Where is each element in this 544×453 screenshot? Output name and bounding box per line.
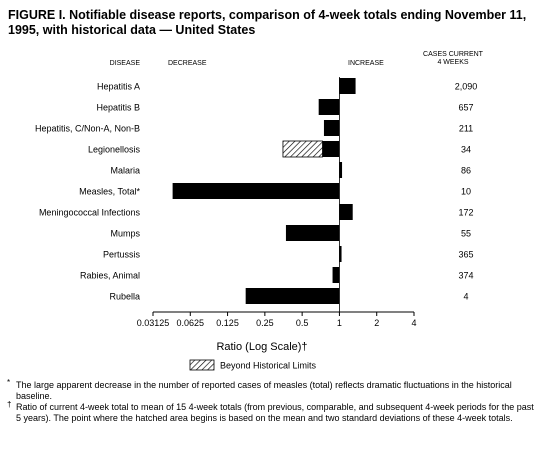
disease-label: Hepatitis A (97, 82, 140, 92)
header-decrease: DECREASE (168, 60, 207, 67)
footnotes: * The large apparent decrease in the numb… (7, 378, 535, 424)
x-axis-label: Ratio (Log Scale)† (216, 341, 307, 353)
disease-label: Hepatitis B (96, 103, 140, 113)
legend-label: Beyond Historical Limits (220, 361, 317, 371)
footnote-measles: * The large apparent decrease in the numb… (7, 378, 535, 402)
cases-value: 55 (461, 229, 471, 239)
cases-value: 4 (463, 292, 468, 302)
bar (285, 225, 340, 241)
disease-label: Pertussis (103, 250, 141, 260)
x-tick-label: 0.0625 (177, 318, 205, 328)
x-tick-label: 4 (411, 318, 416, 328)
bar-hatched-segment (282, 140, 323, 158)
cases-value: 657 (458, 103, 473, 113)
bar (339, 204, 353, 220)
bar (172, 183, 340, 199)
disease-label: Rabies, Animal (80, 271, 140, 281)
disease-label: Malaria (110, 166, 140, 176)
cases-value: 374 (458, 271, 473, 281)
x-tick-label: 2 (374, 318, 379, 328)
x-axis: 0.03125 0.0625 0.125 0.25 0.5 1 2 4 (137, 77, 417, 328)
bar (318, 99, 340, 115)
cases-value: 86 (461, 166, 471, 176)
footnote-text: The large apparent decrease in the numbe… (16, 380, 512, 401)
x-tick-label: 0.5 (296, 318, 309, 328)
figure-title: FIGURE I. Notifiable disease reports, co… (8, 8, 527, 37)
cases-value: 172 (458, 208, 473, 218)
disease-label: Meningococcal Infections (39, 208, 141, 218)
header-cases: CASES CURRENT 4 WEEKS (423, 51, 484, 66)
bar (332, 267, 340, 283)
disease-label: Hepatitis, C/Non-A, Non-B (35, 124, 140, 134)
footnote-marker: † (7, 400, 12, 409)
header-disease: DISEASE (110, 60, 141, 67)
legend-hatch-swatch (189, 359, 215, 371)
bar (323, 120, 340, 136)
footnote-text: Ratio of current 4-week total to mean of… (16, 402, 534, 423)
x-tick-label: 1 (337, 318, 342, 328)
x-tick-label: 0.03125 (137, 318, 170, 328)
cases-value: 10 (461, 187, 471, 197)
cases-value: 34 (461, 145, 471, 155)
disease-label: Mumps (110, 229, 140, 239)
ratio-bar-chart: DISEASE DECREASE INCREASE CASES CURRENT 4… (35, 51, 484, 371)
bar (245, 288, 340, 304)
bar-solid-segment (322, 141, 340, 157)
disease-label: Measles, Total* (79, 187, 140, 197)
footnote-ratio: † Ratio of current 4-week total to mean o… (7, 400, 535, 424)
footnote-marker: * (7, 378, 11, 387)
bar (339, 162, 343, 178)
cases-value: 211 (459, 124, 473, 134)
rows-layer: Hepatitis A 2,090 Hepatitis B 657 Hepatitis,… (35, 78, 477, 304)
cases-value: 2,090 (455, 82, 478, 92)
x-tick-label: 0.25 (256, 318, 274, 328)
bar (339, 246, 342, 262)
header-increase: INCREASE (348, 60, 384, 67)
bar (339, 78, 356, 94)
cases-value: 365 (458, 250, 473, 260)
x-tick-label: 0.125 (216, 318, 239, 328)
disease-label: Rubella (109, 292, 140, 302)
disease-label: Legionellosis (88, 145, 141, 155)
